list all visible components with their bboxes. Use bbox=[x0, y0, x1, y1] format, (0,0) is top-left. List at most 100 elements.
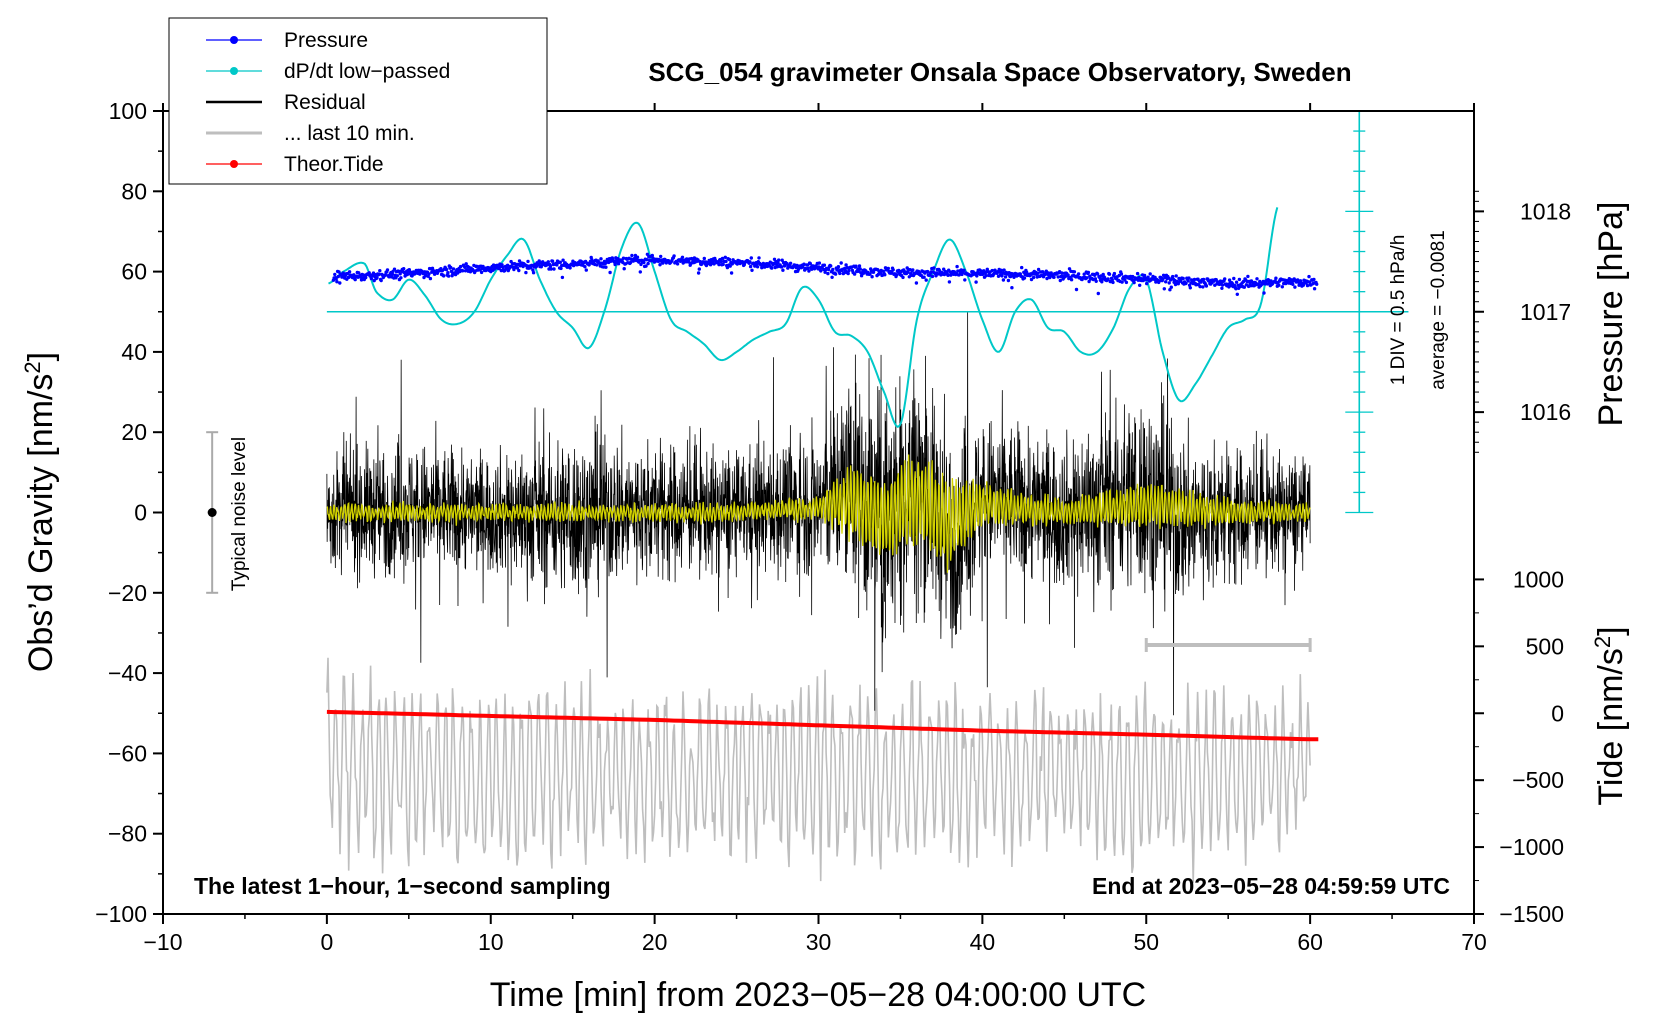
y-tick-label: 60 bbox=[121, 259, 147, 285]
pressure-point bbox=[397, 269, 401, 273]
y-tick-label: −40 bbox=[108, 660, 147, 686]
pressure-point bbox=[748, 260, 752, 264]
pressure-point bbox=[398, 272, 402, 276]
pressure-point bbox=[1168, 288, 1172, 292]
pressure-point bbox=[1262, 291, 1266, 295]
pressure-point bbox=[646, 261, 650, 266]
pressure-point bbox=[1291, 282, 1295, 286]
pressure-point bbox=[1106, 277, 1110, 281]
pressure-point bbox=[1022, 276, 1027, 280]
pressure-point bbox=[385, 268, 390, 272]
pressure-axis-title: Pressure [hPa] bbox=[1592, 202, 1630, 427]
pressure-point bbox=[1235, 292, 1240, 296]
pressure-point bbox=[1232, 276, 1236, 281]
pressure-points bbox=[331, 252, 1319, 296]
pressure-point bbox=[1242, 285, 1247, 289]
pressure-point bbox=[501, 265, 505, 269]
pressure-point bbox=[906, 270, 910, 274]
pressure-point bbox=[427, 272, 431, 276]
pressure-point bbox=[550, 259, 555, 263]
pressure-point bbox=[1094, 279, 1098, 283]
pressure-point bbox=[418, 272, 422, 276]
pressure-point bbox=[854, 264, 858, 268]
pressure-point bbox=[622, 267, 626, 271]
pressure-point bbox=[1234, 280, 1239, 284]
pressure-point bbox=[1280, 285, 1285, 289]
pressure-point bbox=[1135, 271, 1140, 276]
pressure-point bbox=[1181, 276, 1185, 281]
pressure-point bbox=[717, 262, 721, 267]
pressure-point bbox=[729, 271, 734, 275]
pressure-point bbox=[911, 268, 915, 272]
pressure-point bbox=[616, 262, 621, 266]
pressure-point bbox=[446, 274, 451, 278]
pressure-point bbox=[806, 266, 810, 271]
pressure-point bbox=[390, 272, 395, 276]
pressure-point bbox=[461, 269, 465, 273]
tide-tick-label: −500 bbox=[1512, 767, 1564, 793]
legend-marker bbox=[230, 160, 238, 168]
pressure-point bbox=[1107, 272, 1112, 276]
pressure-point bbox=[524, 270, 528, 275]
noise-level-label: Typical noise level bbox=[229, 437, 250, 591]
sampling-note: The latest 1−hour, 1−second sampling bbox=[194, 873, 611, 899]
pressure-point bbox=[697, 267, 701, 271]
y-tick-label: −60 bbox=[108, 740, 147, 766]
pressure-point bbox=[446, 271, 450, 275]
pressure-point bbox=[830, 275, 834, 279]
pressure-point bbox=[335, 280, 339, 284]
pressure-point bbox=[621, 256, 626, 260]
pressure-point bbox=[1315, 282, 1319, 286]
pressure-tick-label: 1016 bbox=[1520, 399, 1571, 425]
chart-title: SCG_054 gravimeter Onsala Space Observat… bbox=[648, 57, 1351, 87]
y-tick-label: 40 bbox=[121, 339, 147, 365]
x-tick-label: 50 bbox=[1133, 929, 1159, 955]
pressure-point bbox=[685, 257, 689, 261]
pressure-point bbox=[802, 262, 806, 266]
pressure-point bbox=[531, 271, 536, 275]
pressure-point bbox=[932, 266, 936, 270]
axes-layer: −10 0 10 20 30 40 50 60 70100806040200−20−40−60−… bbox=[95, 98, 1571, 955]
pressure-point bbox=[817, 261, 822, 265]
dpdt-scale-label: 1 DIV = 0.5 hPa/h bbox=[1388, 235, 1409, 386]
pressure-point bbox=[642, 260, 646, 265]
pressure-point bbox=[808, 261, 812, 266]
pressure-point bbox=[883, 273, 887, 277]
pressure-point bbox=[730, 262, 734, 266]
pressure-point bbox=[1237, 277, 1242, 282]
pressure-point bbox=[1246, 274, 1250, 279]
pressure-point bbox=[353, 277, 357, 282]
pressure-point bbox=[826, 271, 830, 276]
pressure-point bbox=[515, 266, 520, 270]
pressure-point bbox=[1204, 284, 1209, 288]
pressure-point bbox=[561, 258, 565, 262]
pressure-point bbox=[1112, 271, 1117, 276]
tide-tick-label: −1000 bbox=[1499, 834, 1564, 860]
pressure-point bbox=[870, 275, 874, 279]
y-tick-label: 80 bbox=[121, 178, 147, 204]
pressure-point bbox=[727, 257, 732, 262]
pressure-point bbox=[379, 278, 383, 283]
pressure-point bbox=[1056, 275, 1060, 279]
pressure-point bbox=[1164, 280, 1168, 284]
y-axis-title: Obs’d Gravity [nm/s2] bbox=[20, 352, 61, 672]
pressure-point bbox=[1192, 277, 1197, 282]
pressure-point bbox=[1058, 278, 1063, 283]
pressure-point bbox=[383, 273, 388, 277]
pressure-point bbox=[1312, 277, 1316, 282]
pressure-point bbox=[531, 268, 535, 272]
x-tick-label: 30 bbox=[806, 929, 832, 955]
pressure-point bbox=[680, 255, 685, 259]
pressure-point bbox=[1162, 287, 1167, 291]
pressure-point bbox=[1186, 279, 1190, 283]
pressure-point bbox=[823, 270, 827, 274]
pressure-point bbox=[1060, 271, 1064, 275]
pressure-point bbox=[924, 278, 928, 282]
pressure-point bbox=[1307, 274, 1311, 279]
pressure-point bbox=[1255, 277, 1259, 281]
legend-marker bbox=[230, 67, 238, 75]
pressure-point bbox=[914, 281, 919, 285]
pressure-point bbox=[1201, 285, 1205, 289]
pressure-point bbox=[728, 264, 732, 268]
pressure-point bbox=[858, 267, 862, 271]
